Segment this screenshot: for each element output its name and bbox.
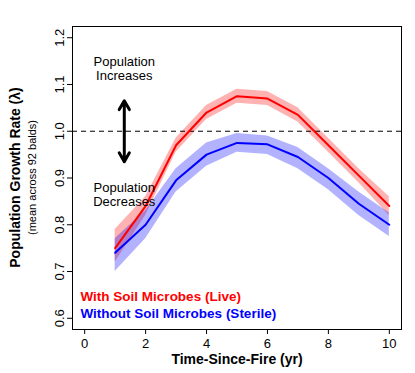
- svg-text:1.1: 1.1: [52, 75, 67, 93]
- svg-text:1.0: 1.0: [52, 122, 67, 140]
- svg-text:8: 8: [325, 336, 332, 351]
- svg-text:0.8: 0.8: [52, 216, 67, 234]
- svg-text:Without Soil Microbes (Sterile: Without Soil Microbes (Sterile): [81, 306, 277, 321]
- svg-text:4: 4: [203, 336, 210, 351]
- svg-text:(mean across 92 balds): (mean across 92 balds): [26, 120, 38, 235]
- svg-text:PopulationIncreases: PopulationIncreases: [94, 54, 155, 83]
- svg-text:0.7: 0.7: [52, 262, 67, 280]
- svg-text:Population Growth Rate (λ): Population Growth Rate (λ): [7, 87, 23, 267]
- svg-text:1.2: 1.2: [52, 29, 67, 47]
- svg-text:0.9: 0.9: [52, 169, 67, 187]
- svg-text:With Soil Microbes (Live): With Soil Microbes (Live): [81, 289, 241, 304]
- svg-text:10: 10: [382, 336, 396, 351]
- svg-text:0: 0: [81, 336, 88, 351]
- svg-text:PopulationDecreases: PopulationDecreases: [93, 180, 156, 209]
- svg-text:0.6: 0.6: [52, 309, 67, 327]
- svg-text:Time-Since-Fire (yr): Time-Since-Fire (yr): [171, 351, 302, 367]
- svg-text:6: 6: [264, 336, 271, 351]
- svg-text:2: 2: [142, 336, 149, 351]
